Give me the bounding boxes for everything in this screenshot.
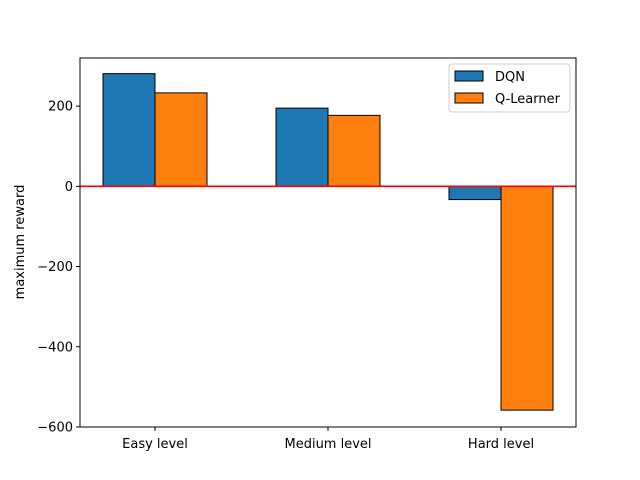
x-tick-label: Easy level bbox=[122, 437, 188, 452]
y-tick-label: 0 bbox=[65, 180, 73, 195]
bar-dqn-medium-level bbox=[275, 107, 329, 187]
bar-q-learner-hard-level bbox=[500, 185, 554, 411]
legend: DQN Q-Learner bbox=[448, 63, 571, 113]
bar-dqn-easy-level bbox=[102, 73, 156, 187]
legend-label-q-learner: Q-Learner bbox=[495, 92, 561, 107]
y-tick-label: −400 bbox=[37, 340, 73, 355]
x-tick-label: Hard level bbox=[468, 437, 534, 452]
ticks-layer: −600 −400 −200 0 200 Easy level Medium level Ha… bbox=[37, 100, 534, 452]
y-tick-label: −200 bbox=[37, 260, 73, 275]
bar-dqn-hard-level bbox=[448, 185, 502, 201]
legend-swatch-dqn bbox=[454, 70, 484, 82]
y-tick-label: −600 bbox=[37, 421, 73, 436]
bar-q-learner-medium-level bbox=[327, 114, 381, 187]
x-tick-label: Medium level bbox=[284, 437, 371, 452]
bar-q-learner-easy-level bbox=[154, 92, 208, 187]
y-tick-label: 200 bbox=[48, 100, 73, 115]
legend-swatch-q-learner bbox=[454, 92, 484, 104]
legend-label-dqn: DQN bbox=[495, 70, 525, 85]
y-axis-label: maximum reward bbox=[13, 185, 28, 300]
bars-layer bbox=[102, 73, 554, 411]
